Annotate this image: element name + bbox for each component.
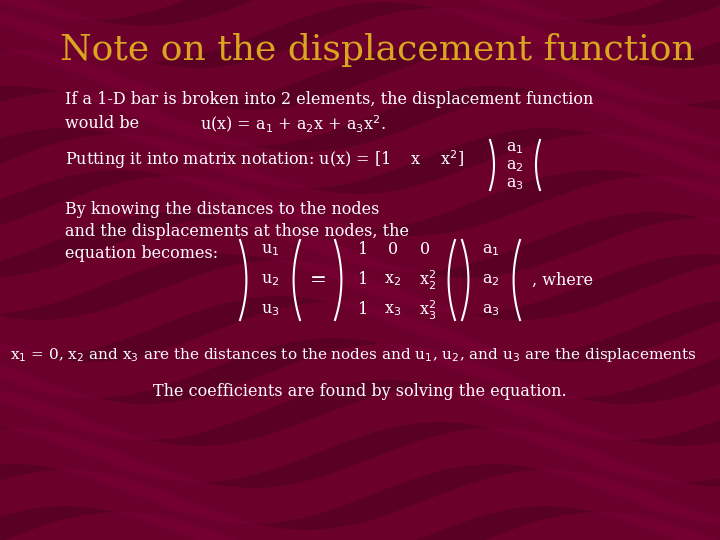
Text: If a 1-D bar is broken into 2 elements, the displacement function: If a 1-D bar is broken into 2 elements, …: [65, 91, 593, 109]
Text: a$_1$: a$_1$: [482, 241, 500, 259]
Text: 0: 0: [420, 241, 430, 259]
Text: u$_2$: u$_2$: [261, 272, 279, 288]
Text: x$_2^2$: x$_2^2$: [420, 268, 436, 292]
Text: a$_2$: a$_2$: [506, 157, 524, 173]
Text: By knowing the distances to the nodes: By knowing the distances to the nodes: [65, 201, 379, 219]
Text: Note on the displacement function: Note on the displacement function: [60, 33, 695, 67]
Text: and the displacements at those nodes, the: and the displacements at those nodes, th…: [65, 224, 409, 240]
Text: 1: 1: [358, 272, 368, 288]
Text: x$_3^2$: x$_3^2$: [419, 299, 436, 322]
Text: a$_1$: a$_1$: [506, 138, 524, 156]
Text: =: =: [310, 271, 326, 289]
Text: , where: , where: [532, 272, 593, 288]
Text: 1: 1: [358, 241, 368, 259]
Text: x$_3$: x$_3$: [384, 301, 402, 319]
Text: 1: 1: [358, 301, 368, 319]
Text: The coefficients are found by solving the equation.: The coefficients are found by solving th…: [153, 383, 567, 401]
Text: equation becomes:: equation becomes:: [65, 246, 218, 262]
Text: Putting it into matrix notation: u(x) = [1    x    x$^2$]: Putting it into matrix notation: u(x) = …: [65, 148, 464, 171]
Text: u(x) = a$_1$ + a$_2$x + a$_3$x$^2$.: u(x) = a$_1$ + a$_2$x + a$_3$x$^2$.: [200, 113, 386, 134]
Text: a$_3$: a$_3$: [482, 301, 500, 319]
Text: x$_2$: x$_2$: [384, 272, 402, 288]
Text: u$_1$: u$_1$: [261, 241, 279, 259]
Text: a$_2$: a$_2$: [482, 272, 500, 288]
Text: x$_1$ = 0, x$_2$ and x$_3$ are the distances to the nodes and u$_1$, u$_2$, and : x$_1$ = 0, x$_2$ and x$_3$ are the dista…: [10, 346, 696, 364]
Text: a$_3$: a$_3$: [506, 174, 524, 192]
Text: would be: would be: [65, 116, 139, 132]
Text: u$_3$: u$_3$: [261, 301, 279, 319]
Text: 0: 0: [388, 241, 398, 259]
